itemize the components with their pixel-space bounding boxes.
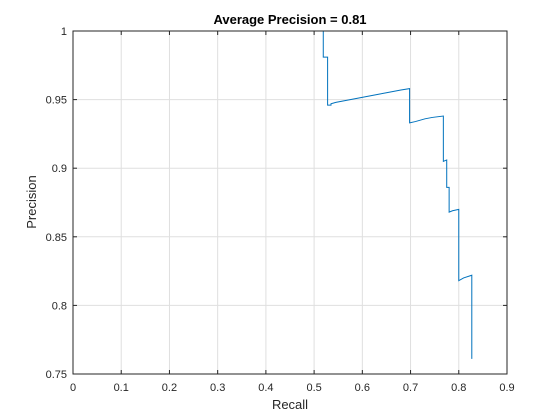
series-layer — [73, 30, 473, 359]
plot-background — [73, 31, 507, 374]
plot-frame — [72, 30, 508, 375]
x-tick-label: 0 — [70, 382, 76, 394]
x-tick-label: 0.1 — [114, 382, 129, 394]
y-tick-label: 0.95 — [46, 95, 67, 107]
x-axis-label: Recall — [272, 397, 308, 412]
series-line-0 — [73, 30, 473, 359]
x-tick-label: 0.6 — [355, 382, 370, 394]
x-tick-label: 0.3 — [210, 382, 225, 394]
y-tick-label: 0.8 — [52, 300, 67, 312]
y-axis-label: Precision — [24, 175, 39, 228]
x-tick-label: 0.5 — [306, 382, 321, 394]
y-tick-label: 0.9 — [52, 163, 67, 175]
x-tick-label: 0.9 — [499, 382, 514, 394]
grid-lines — [73, 31, 507, 374]
x-tick-label: 0.2 — [162, 382, 177, 394]
y-tick-label: 1 — [61, 26, 67, 38]
chart-title: Average Precision = 0.81 — [213, 12, 366, 27]
ticks-layer: 0 0.1 0.2 0.3 0.4 0.5 0.6 0.7 0.8 0.9 0.75 0.8 0.85 0… — [46, 26, 515, 394]
y-tick-label: 0.75 — [46, 369, 67, 381]
x-tick-label: 0.8 — [451, 382, 466, 394]
x-tick-label: 0.4 — [258, 382, 273, 394]
y-tick-label: 0.85 — [46, 232, 67, 244]
x-tick-label: 0.7 — [403, 382, 418, 394]
